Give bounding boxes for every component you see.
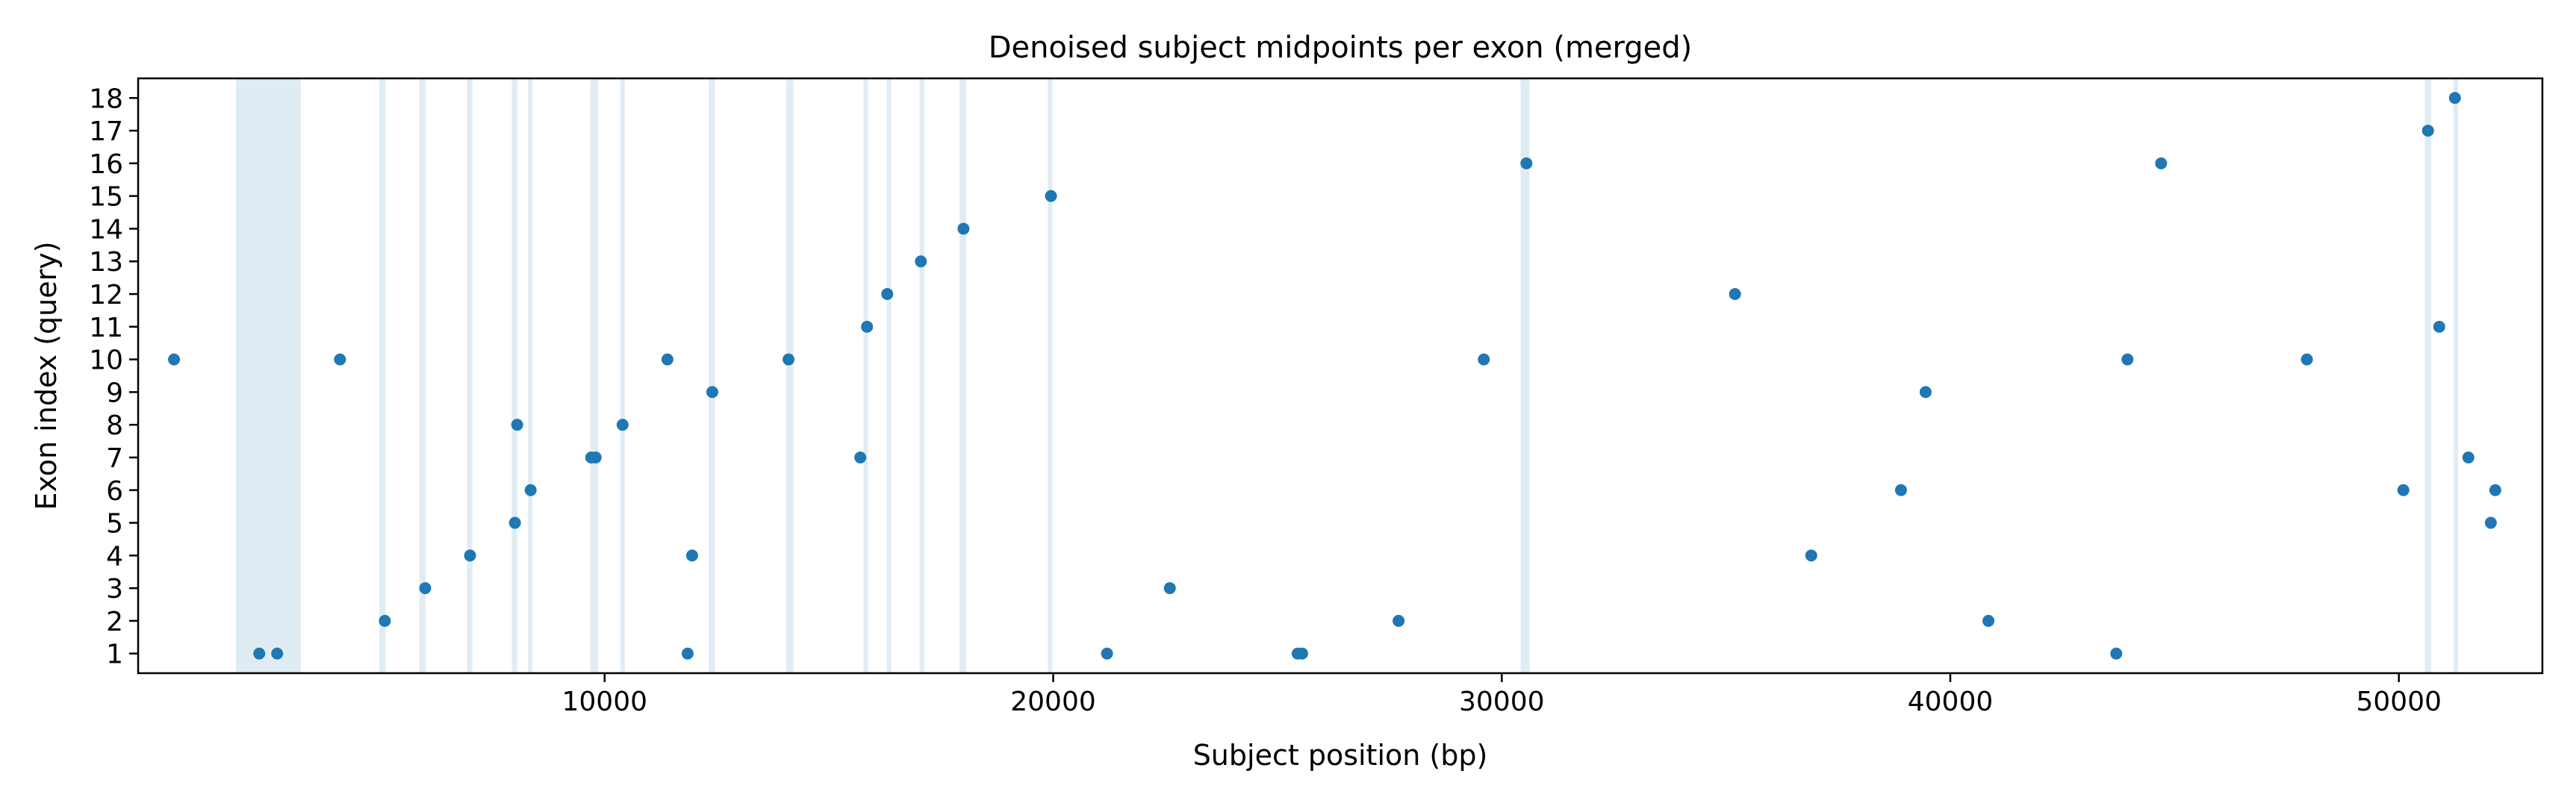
shaded-band-10 (786, 78, 794, 673)
data-point-19 (854, 451, 867, 463)
y-tick-label: 11 (89, 313, 123, 343)
x-tick-label: 50000 (2356, 687, 2442, 717)
y-tick-label: 14 (89, 214, 123, 245)
data-point-25 (1101, 647, 1113, 660)
data-point-35 (1919, 386, 1932, 399)
data-point-47 (2489, 484, 2501, 496)
y-tick-label: 7 (106, 443, 123, 474)
data-point-38 (2121, 353, 2134, 366)
shaded-band-6 (528, 78, 533, 673)
data-point-3 (271, 647, 284, 660)
data-point-30 (1478, 353, 1490, 366)
data-point-20 (861, 320, 874, 333)
y-tick-label: 16 (89, 149, 123, 180)
data-point-2 (253, 647, 266, 660)
x-axis-ticks: 10000 20000 30000 40000 50000 (562, 673, 2442, 717)
x-tick-label: 40000 (1908, 687, 1994, 717)
plot-frame (137, 77, 2544, 675)
shaded-band-1 (235, 78, 302, 673)
shaded-band-4 (467, 78, 473, 673)
data-point-10 (524, 484, 537, 496)
y-tick-label: 13 (89, 247, 123, 278)
shaded-band-7 (590, 78, 599, 673)
data-point-7 (464, 549, 476, 562)
shaded-band-5 (511, 78, 517, 673)
y-tick-label: 18 (89, 84, 123, 114)
shaded-band-9 (709, 78, 715, 673)
data-point-4 (334, 353, 346, 366)
y-tick-label: 15 (89, 182, 123, 213)
data-point-29 (1393, 614, 1405, 627)
data-point-15 (681, 647, 694, 660)
data-point-13 (616, 419, 629, 431)
shaded-band-16 (1520, 78, 1530, 673)
chart-title: Denoised subject midpoints per exon (mer… (989, 31, 1693, 65)
data-point-1 (168, 353, 181, 366)
y-tick-label: 2 (106, 607, 123, 637)
data-point-46 (2484, 516, 2497, 529)
data-point-43 (2433, 320, 2445, 333)
shaded-band-15 (1048, 78, 1053, 673)
data-point-40 (2300, 353, 2313, 366)
data-point-16 (685, 549, 698, 562)
x-axis-label: Subject position (bp) (1193, 739, 1488, 772)
y-axis-label: Exon index (query) (30, 241, 63, 510)
shaded-band-3 (419, 78, 426, 673)
x-tick-label: 10000 (562, 687, 648, 717)
data-point-39 (2155, 157, 2168, 169)
data-point-34 (1894, 484, 1907, 496)
data-point-22 (915, 255, 927, 268)
data-point-12 (589, 451, 602, 463)
data-point-36 (1982, 614, 1995, 627)
y-tick-label: 12 (89, 280, 123, 310)
shaded-band-11 (863, 78, 868, 673)
data-point-21 (881, 288, 894, 301)
data-point-23 (957, 222, 970, 235)
y-tick-label: 9 (106, 378, 123, 408)
data-point-41 (2397, 484, 2409, 496)
y-tick-label: 4 (106, 541, 123, 572)
shaded-band-12 (886, 78, 892, 673)
y-tick-label: 6 (106, 476, 123, 507)
y-tick-label: 17 (89, 116, 123, 147)
shaded-band-18 (2454, 78, 2459, 673)
y-tick-label: 10 (89, 346, 123, 376)
data-point-31 (1520, 157, 1533, 169)
data-point-5 (379, 614, 391, 627)
data-point-33 (1805, 549, 1817, 562)
shaded-band-13 (919, 78, 925, 673)
data-point-45 (2462, 451, 2474, 463)
y-tick-label: 3 (106, 574, 123, 604)
shaded-band-14 (959, 78, 966, 673)
x-tick-label: 20000 (1010, 687, 1096, 717)
data-point-32 (1729, 288, 1741, 301)
x-tick-label: 30000 (1459, 687, 1545, 717)
shaded-band-8 (620, 78, 625, 673)
y-tick-label: 1 (106, 640, 123, 670)
data-point-18 (783, 353, 795, 366)
data-point-44 (2448, 92, 2461, 104)
data-point-17 (706, 386, 718, 399)
data-point-9 (511, 419, 523, 431)
data-point-14 (661, 353, 673, 366)
data-points (168, 92, 2501, 660)
y-tick-label: 5 (106, 509, 123, 540)
data-point-6 (419, 582, 432, 595)
shaded-band-17 (2424, 78, 2432, 673)
y-tick-label: 8 (106, 410, 123, 441)
data-point-8 (508, 516, 521, 529)
data-point-37 (2110, 647, 2123, 660)
data-point-26 (1163, 582, 1176, 595)
data-point-24 (1045, 190, 1057, 202)
shaded-bands (235, 78, 2459, 673)
shaded-band-2 (379, 78, 386, 673)
data-point-42 (2421, 125, 2434, 137)
data-point-28 (1295, 647, 1308, 660)
